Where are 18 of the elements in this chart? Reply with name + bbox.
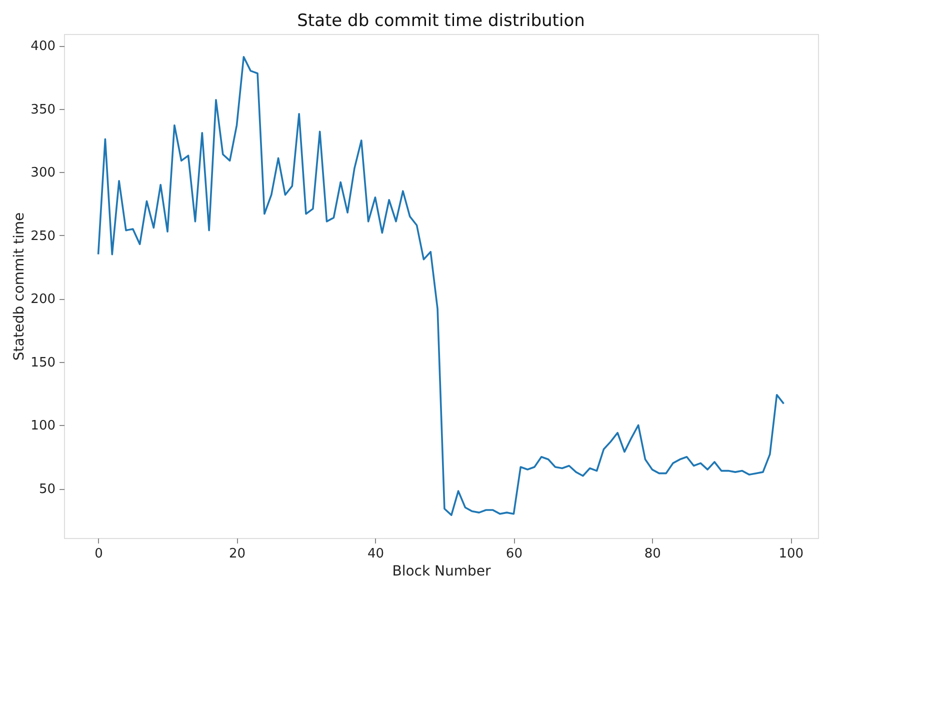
- x-tick-label: 40: [367, 546, 384, 562]
- x-tick-label: 0: [94, 546, 103, 562]
- y-tick-label: 50: [38, 482, 56, 498]
- x-tick-label: 60: [506, 546, 522, 562]
- y-tick-label: 200: [30, 292, 56, 308]
- y-tick-label: 300: [30, 166, 56, 181]
- chart-title: State db commit time distribution: [297, 11, 585, 31]
- y-tick-label: 150: [30, 355, 56, 370]
- y-tick-label: 350: [30, 102, 56, 118]
- y-tick-label: 250: [30, 228, 56, 244]
- y-axis-title: Statedb commit time: [12, 212, 28, 361]
- y-tick-label: 100: [30, 418, 56, 434]
- x-tick-label: 80: [644, 546, 661, 562]
- y-tick-label: 400: [30, 39, 56, 54]
- x-tick-label: 100: [778, 546, 804, 562]
- line-series: [97, 56, 785, 516]
- x-axis-title: Block Number: [392, 564, 492, 580]
- x-tick-label: 20: [228, 546, 246, 562]
